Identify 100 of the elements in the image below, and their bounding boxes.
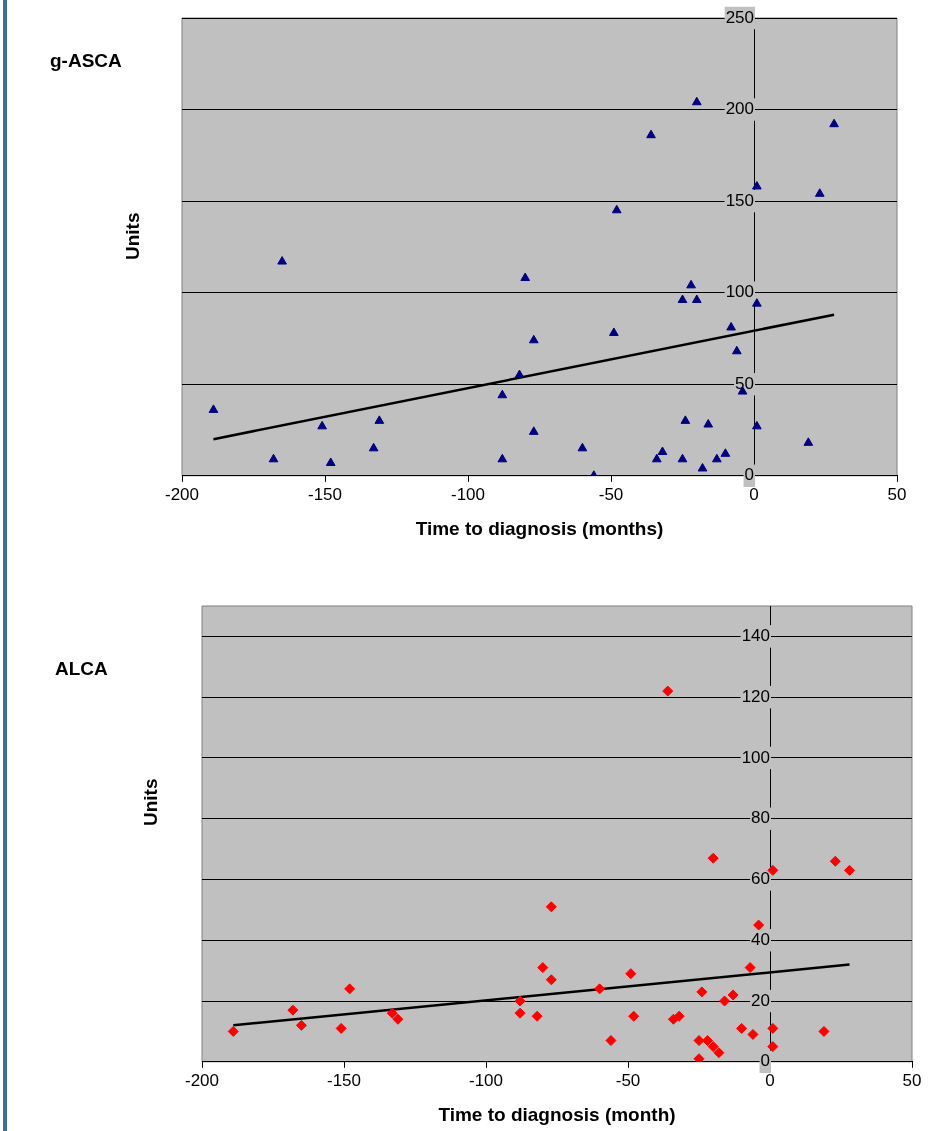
point xyxy=(514,369,525,379)
point xyxy=(753,919,765,931)
point xyxy=(625,968,637,980)
y-axis-title: Units xyxy=(140,778,162,826)
point xyxy=(720,448,731,457)
y-tick-label: 50 xyxy=(735,373,754,393)
x-tick-label: -50 xyxy=(598,484,624,504)
point xyxy=(277,256,287,265)
y-tick-label: 140 xyxy=(741,626,770,646)
point xyxy=(497,389,508,399)
point xyxy=(719,995,731,1007)
point xyxy=(208,404,219,413)
x-tick-label: 50 xyxy=(887,484,907,504)
point xyxy=(752,180,762,190)
point xyxy=(514,1007,526,1019)
point xyxy=(673,1010,685,1022)
point xyxy=(767,1022,779,1034)
point xyxy=(686,279,696,289)
y-tick-label: 150 xyxy=(725,190,754,210)
point xyxy=(605,1035,617,1047)
point xyxy=(691,96,702,106)
point xyxy=(528,426,539,435)
point xyxy=(814,188,825,197)
x-tick-label: -100 xyxy=(468,1070,504,1090)
point xyxy=(844,864,856,876)
point xyxy=(727,989,739,1001)
y-tick-label: 100 xyxy=(741,747,770,767)
point xyxy=(287,1004,299,1016)
x-tick-label: -50 xyxy=(615,1070,641,1090)
point xyxy=(752,420,762,430)
point xyxy=(711,453,722,463)
point xyxy=(325,457,336,466)
point xyxy=(374,415,385,424)
point xyxy=(386,1007,398,1019)
y-tick-label: 0 xyxy=(760,1051,770,1071)
point xyxy=(227,1025,239,1037)
x-tick-label: -100 xyxy=(450,484,486,504)
y-tick-label: 100 xyxy=(725,282,754,302)
point xyxy=(829,855,841,867)
x-tick-label: -200 xyxy=(184,1070,220,1090)
point xyxy=(696,986,708,998)
point xyxy=(594,983,606,995)
point xyxy=(577,442,588,452)
point xyxy=(747,1028,759,1040)
point xyxy=(726,321,736,331)
point xyxy=(752,298,762,307)
point xyxy=(545,901,557,913)
point xyxy=(693,1053,705,1062)
point xyxy=(514,995,526,1007)
point xyxy=(677,294,688,304)
y-tick-label: 250 xyxy=(725,7,754,27)
point xyxy=(818,1025,830,1037)
point xyxy=(335,1022,347,1034)
y-tick-label: 0 xyxy=(744,465,754,485)
point xyxy=(732,345,742,355)
x-tick-label: -150 xyxy=(307,484,343,504)
y-tick-label: 200 xyxy=(725,99,754,119)
point xyxy=(691,294,702,304)
point xyxy=(537,962,549,974)
y-tick-label: 120 xyxy=(741,686,770,706)
point xyxy=(628,1010,640,1022)
x-axis-title: Time to diagnosis (month) xyxy=(438,1103,676,1125)
point xyxy=(609,327,619,336)
point xyxy=(611,204,622,214)
point xyxy=(392,1013,404,1025)
point xyxy=(703,419,714,428)
point xyxy=(317,420,327,430)
point xyxy=(497,453,508,463)
x-axis-title: Time to diagnosis (months) xyxy=(415,517,664,539)
x-tick-label: -150 xyxy=(326,1070,362,1090)
y-tick-label: 60 xyxy=(751,869,770,889)
point xyxy=(803,437,814,446)
point xyxy=(528,334,539,344)
y-axis-title: Units xyxy=(122,212,144,260)
y-tick-label: 40 xyxy=(751,929,770,949)
x-tick-label: 50 xyxy=(902,1070,922,1090)
text: ALCA xyxy=(55,658,108,680)
text: g-ASCA xyxy=(50,50,122,72)
point xyxy=(651,453,662,463)
point xyxy=(520,272,531,282)
point xyxy=(657,446,668,455)
y-tick-label: 20 xyxy=(751,990,770,1010)
point xyxy=(707,1041,719,1053)
point xyxy=(744,962,756,974)
point xyxy=(646,129,656,139)
point xyxy=(662,685,674,697)
point xyxy=(736,1022,748,1034)
point xyxy=(702,1035,714,1047)
point xyxy=(531,1010,543,1022)
point xyxy=(829,118,839,128)
point xyxy=(767,1041,779,1053)
point xyxy=(268,453,279,463)
point xyxy=(677,453,688,463)
point xyxy=(713,1047,725,1059)
point xyxy=(697,462,708,472)
point xyxy=(344,983,356,995)
point xyxy=(707,852,719,864)
point xyxy=(368,442,379,452)
point xyxy=(545,974,557,986)
y-tick-label: 80 xyxy=(751,808,770,828)
